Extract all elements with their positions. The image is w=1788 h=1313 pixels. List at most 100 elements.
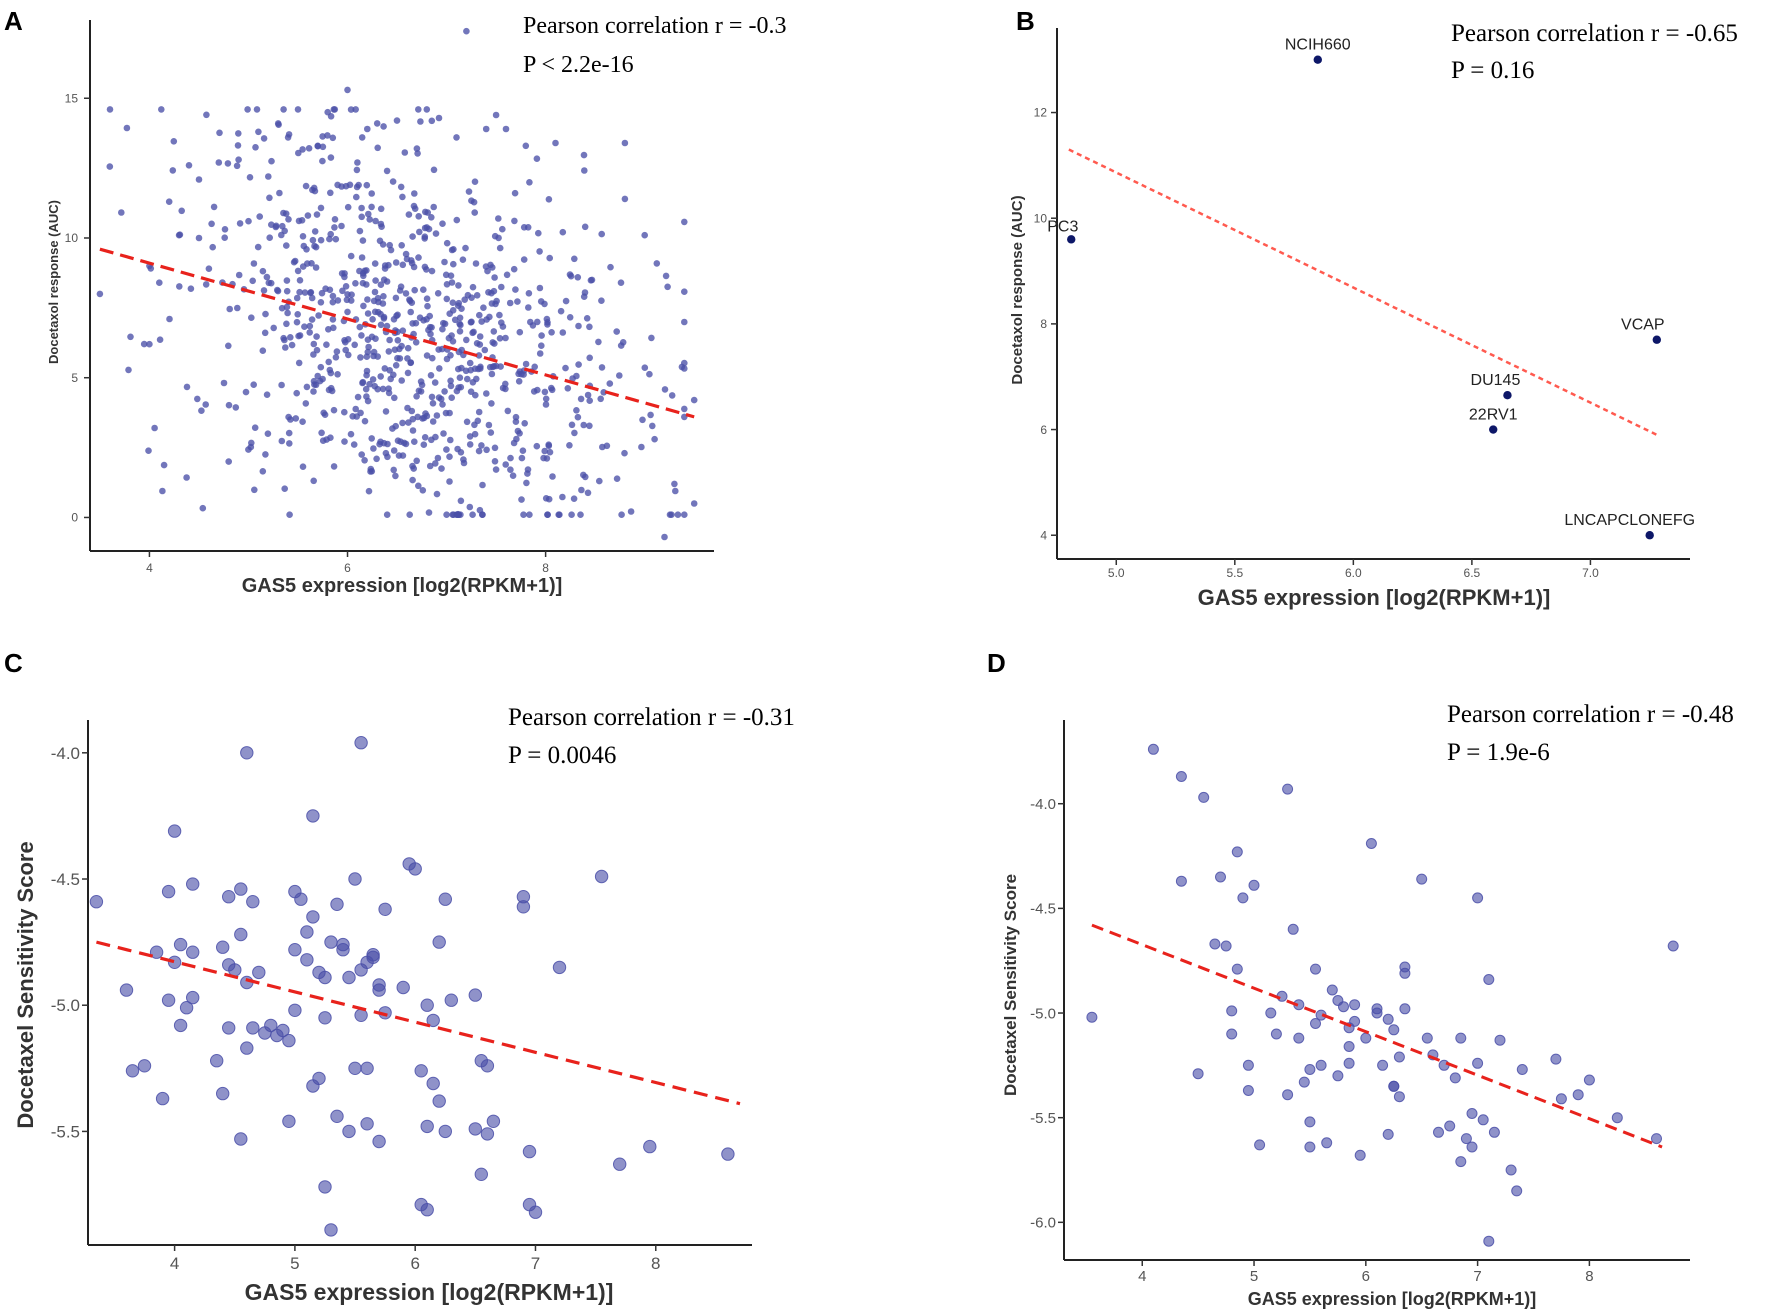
data-point [588,276,596,284]
data-point [285,216,292,223]
data-point [419,487,427,494]
data-point [613,475,621,483]
data-point [495,234,502,242]
data-point [399,261,407,269]
data-point [607,263,614,271]
panel-c-trend-line [96,940,741,1106]
data-point [296,277,304,284]
data-point [288,341,296,349]
data-point [167,824,182,838]
data-point [246,174,254,181]
data-point [559,329,567,336]
data-point [279,222,286,230]
data-point [428,436,435,444]
data-point [285,429,293,437]
data-point [488,300,496,307]
data-point [485,421,493,429]
data-point [216,940,230,954]
data-point [308,294,316,302]
data-point [259,347,267,355]
data-point [446,310,454,318]
data-point [405,211,413,218]
data-point [1332,1070,1344,1082]
data-point [331,224,338,231]
data-point [371,260,379,267]
data-point [299,263,307,270]
data-point [646,370,653,378]
data-point [457,511,464,518]
data-point [523,479,530,487]
data-point [486,1114,501,1129]
data-point [559,493,566,501]
data-point [668,392,676,399]
data-point [456,328,464,335]
data-point [425,509,433,516]
data-point [282,1033,296,1048]
data-point [382,408,390,415]
data-point [357,409,364,417]
data-point [294,311,302,318]
data-point [379,241,387,248]
data-point [546,448,554,456]
data-point [292,415,300,422]
data-point [537,298,545,305]
data-point [405,419,412,426]
data-point [329,134,337,142]
data-point [409,427,417,434]
data-point [160,461,168,469]
data-point [380,293,387,300]
data-point [1360,1032,1372,1044]
data-point [438,465,445,472]
data-point [1304,1141,1316,1153]
data-point [319,157,326,165]
data-point [524,224,532,231]
x-tick-label: 8 [1585,1268,1593,1285]
data-point [450,260,457,268]
data-point [681,318,688,326]
data-point [570,495,578,503]
data-point [484,267,491,275]
data-point [434,290,442,297]
data-point [327,189,334,197]
data-point [364,348,372,356]
data-point [1209,938,1221,950]
data-point [397,438,404,446]
panel-a-correlation-text: Pearson correlation r = -0.3 [523,13,786,39]
data-point [281,485,289,493]
data-point [428,267,436,275]
data-point [336,937,350,952]
data-point [1242,1059,1254,1071]
data-point [366,380,373,388]
data-point [159,487,166,495]
data-point [317,236,325,244]
data-point [431,379,439,386]
data-point [356,227,364,235]
data-point [346,181,354,189]
data-point [415,482,422,490]
data-point [1293,1032,1305,1044]
data-point [472,260,480,267]
data-point [1215,871,1226,883]
data-point [440,319,447,327]
data-point [512,286,519,293]
data-point [533,442,541,450]
data-point [486,313,493,321]
data-point [1226,1005,1238,1017]
panel-letter-c: C [4,648,23,678]
data-point [1667,940,1679,952]
data-point [1310,1018,1321,1029]
data-point [272,222,280,230]
data-point [399,193,406,201]
data-point [318,429,325,437]
data-point [476,311,483,319]
data-point [575,361,582,368]
data-point [392,362,400,369]
data-point [492,111,500,119]
data-point [234,304,241,312]
data-point [430,203,438,211]
y-tick-label: 15 [65,91,79,105]
data-point [283,242,290,249]
panel-d-points [1086,743,1679,1247]
data-point [283,277,291,284]
data-point [359,237,367,244]
